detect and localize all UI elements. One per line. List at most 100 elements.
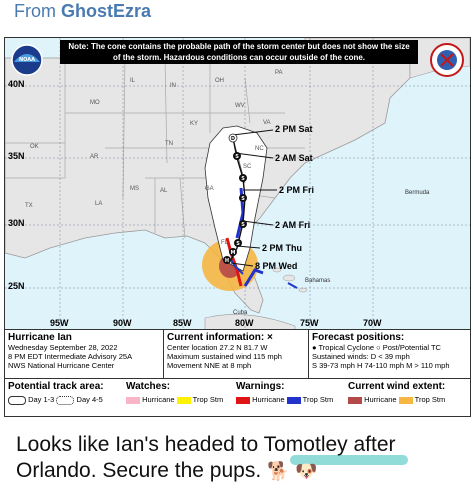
lat-label-35n: 35N [8,151,25,161]
forecast-positions: Forecast positions: ● Tropical Cyclone ○… [308,330,470,378]
current-info-title: Current information: × [167,332,273,343]
puppy-emoji: 🐶 [295,461,318,481]
day45-label: Day 4-5 [76,395,103,404]
forecast-map: D S S S S S M H NOAA [5,38,470,330]
lon-label-90w: 90W [113,318,132,328]
svg-text:S: S [241,176,245,182]
svg-text:NOAA: NOAA [19,57,35,63]
post-header: From GhostEzra [0,0,473,34]
forecast-tc-types: ● Tropical Cyclone ○ Post/Potential TC [312,343,441,352]
advisory-date: Wednesday September 28, 2022 [8,343,118,352]
svg-text:D: D [231,136,235,142]
lon-label-70w: 70W [363,318,382,328]
lon-label-75w: 75W [300,318,319,328]
state-label: TX [25,203,33,209]
warning-trop-swatch [286,396,301,404]
lat-label-40n: 40N [8,79,25,89]
storm-name: Hurricane Ian [8,332,72,343]
wind-hurricane-label: Hurricane [364,395,397,404]
state-label: IL [130,78,136,84]
state-label: SC [243,164,252,170]
storm-info: Hurricane Ian Wednesday September 28, 20… [5,330,163,378]
svg-text:S: S [241,222,245,228]
svg-text:M: M [231,250,236,256]
state-label: AL [160,188,168,194]
place-label-bermuda: Bermuda [405,190,430,196]
forecast-markers: D S S S S S M H [223,133,247,264]
state-label: KY [190,121,199,127]
watch-trop-label: Trop Stm [192,395,224,404]
lon-label-80w: 80W [235,318,254,328]
state-label: WV [235,103,245,109]
day45-swatch [56,395,75,405]
place-label-cuba: Cuba [233,310,248,316]
highlighter-mark [290,455,408,465]
lat-label-30n: 30N [8,218,25,228]
wind-trop-swatch [398,396,413,404]
place-label-bahamas: Bahamas [305,278,331,284]
state-label: OK [30,144,39,150]
author-name[interactable]: GhostEzra [61,1,152,21]
svg-text:S: S [241,196,245,202]
watch-hurricane-swatch [126,396,140,404]
forecast-label-2pm-fri: 2 PM Fri [279,185,315,195]
warning-trop-label: Trop Stm [302,395,334,404]
forecast-label-8pm-wed: 8 PM Wed [255,261,298,271]
post-caption: Looks like Ian's headed to Tomotley afte… [16,432,461,484]
from-line: From GhostEzra [14,1,151,22]
warning-hurricane-swatch [236,396,250,404]
warnings: Warnings: Hurricane Trop Stm [233,379,345,416]
forecast-cone [204,125,268,272]
state-label: MO [90,100,100,106]
state-label: TN [165,141,173,147]
current-center-location: Center location 27.2 N 81.7 W [167,343,268,352]
issuing-center: NWS National Hurricane Center [8,361,115,370]
state-label: VA [263,120,271,126]
nws-logo [430,43,464,77]
state-label: AR [90,154,99,160]
svg-text:S: S [236,241,240,247]
forecast-label-2pm-thu: 2 PM Thu [262,243,302,253]
state-label: LA [95,201,103,207]
watch-hurricane-label: Hurricane [142,395,175,404]
advisory-number: 8 PM EDT Intermediate Advisory 25A [8,352,133,361]
forecast-label-2am-sat: 2 AM Sat [275,153,313,163]
state-label: OH [215,78,224,84]
current-wind-extent: Current wind extent: Hurricane Trop Stm [345,379,470,416]
current-max-wind: Maximum sustained wind 115 mph [167,352,282,361]
forecast-scale: S 39-73 mph H 74-110 mph M > 110 mph [312,361,450,370]
forecast-label-2pm-sat: 2 PM Sat [275,124,313,134]
map-legend: Hurricane Ian Wednesday September 28, 20… [5,329,470,416]
state-label: GA [205,186,214,192]
track-title: Potential track area: [8,381,104,392]
state-label: PA [275,70,283,76]
svg-text:H: H [225,258,229,264]
svg-text:S: S [235,154,239,160]
day13-label: Day 1-3 [28,395,55,404]
warning-hurricane-label: Hurricane [252,395,285,404]
state-label: NC [255,146,264,152]
current-information: Current information: × Center location 2… [163,330,308,378]
storm-track [230,259,244,275]
hurricane-forecast-image[interactable]: D S S S S S M H NOAA Note: The cone cont… [4,37,471,417]
current-movement: Movement NNE at 8 mph [167,361,252,370]
watches: Watches: Hurricane Trop Stm [123,379,233,416]
state-label: MS [130,186,139,192]
noaa-logo: NOAA [11,44,43,76]
cone-disclaimer-note: Note: The cone contains the probable pat… [60,40,418,64]
warnings-title: Warnings: [236,381,285,392]
lon-label-95w: 95W [50,318,69,328]
hurricane-warning-coast [225,237,243,287]
lon-label-85w: 85W [173,318,192,328]
caption-text: Looks like Ian's headed to Tomotley afte… [16,433,396,482]
watches-title: Watches: [126,381,171,392]
state-label: IN [170,83,176,89]
watch-trop-swatch [176,396,191,404]
forecast-title: Forecast positions: [312,332,405,343]
state-label: FL [221,240,229,246]
day13-swatch [8,395,26,405]
forecast-sustained: Sustained winds: D < 39 mph [312,352,410,361]
wind-hurricane-swatch [348,396,362,404]
potential-track-area: Potential track area: Day 1-3 Day 4-5 [5,379,123,416]
forecast-label-2am-fri: 2 AM Fri [275,220,311,230]
